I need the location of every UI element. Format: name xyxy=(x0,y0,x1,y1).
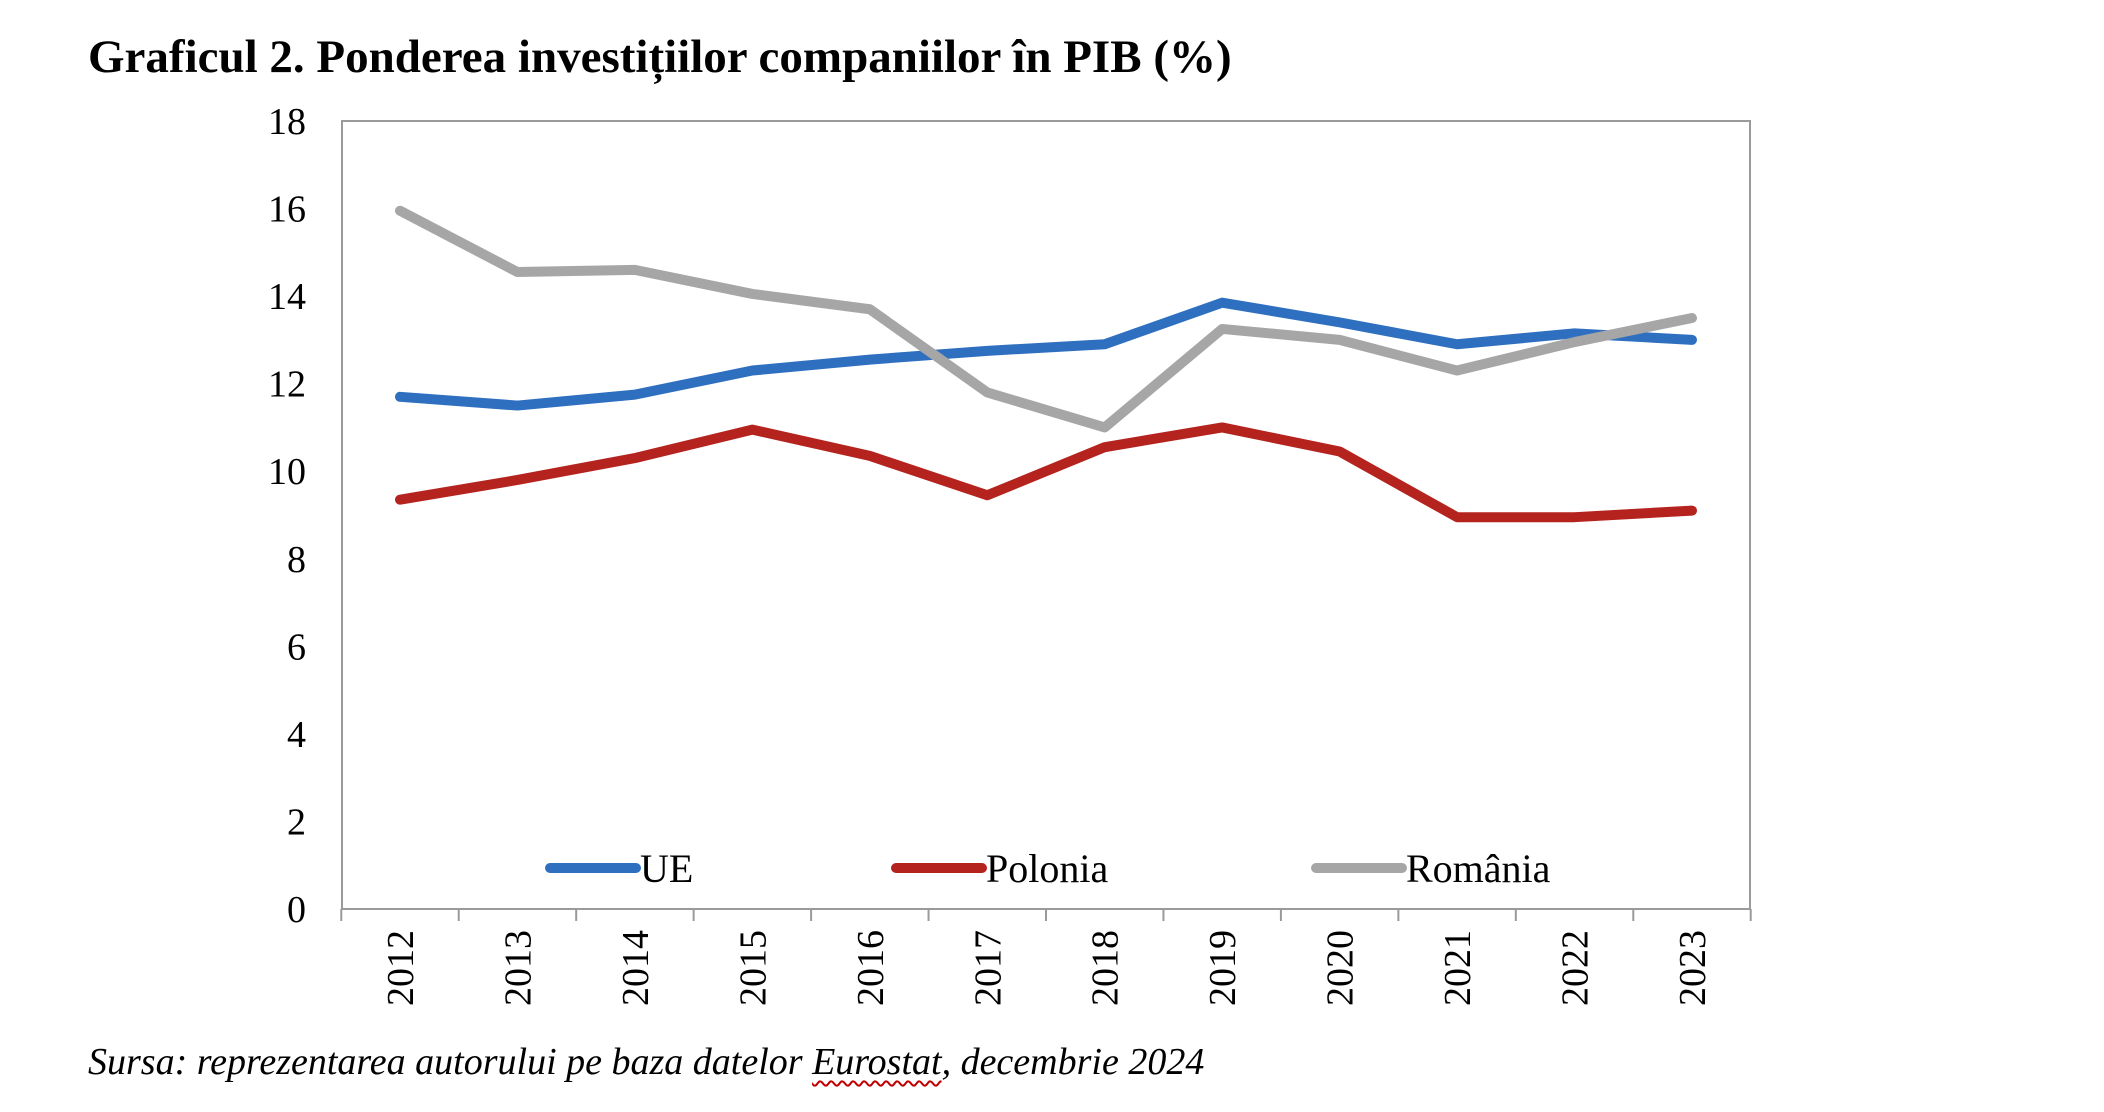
x-tick-label: 2020 xyxy=(1320,930,1362,1006)
y-tick-label: 14 xyxy=(268,276,306,318)
legend-label: Polonia xyxy=(986,846,1108,891)
legend-label: România xyxy=(1406,846,1551,891)
x-tick-label: 2014 xyxy=(615,930,657,1006)
source-note: Sursa: reprezentarea autorului pe baza d… xyxy=(88,1040,1204,1084)
series-line xyxy=(395,422,1697,523)
line-chart: 0 2 4 6 8 10 12 14 16 18 2012 2013 2014 2015 2016 2017… xyxy=(268,101,1752,1006)
x-tick-label: 2022 xyxy=(1555,930,1597,1006)
x-tick-label: 2017 xyxy=(967,930,1009,1006)
x-tick-label: 2012 xyxy=(380,930,422,1006)
y-tick-label: 18 xyxy=(268,101,306,143)
y-tick-label: 4 xyxy=(287,714,306,756)
series-line xyxy=(395,205,1697,433)
y-tick-label: 6 xyxy=(287,626,306,668)
y-tick-label: 2 xyxy=(287,801,306,843)
x-tick-label: 2015 xyxy=(732,930,774,1006)
x-tick-label: 2013 xyxy=(497,930,539,1006)
series-lines xyxy=(395,205,1697,523)
chart-title: Graficul 2. Ponderea investițiilor compa… xyxy=(88,31,1232,83)
y-tick-label: 0 xyxy=(287,889,306,931)
x-tick-label: 2018 xyxy=(1085,930,1127,1006)
x-tick-label: 2021 xyxy=(1437,930,1479,1006)
legend: UE Polonia România xyxy=(545,846,1551,891)
y-tick-label: 12 xyxy=(268,364,306,406)
source-suffix: , decembrie 2024 xyxy=(941,1041,1205,1083)
y-tick-label: 8 xyxy=(287,539,306,581)
x-axis: 2012 2013 2014 2015 2016 2017 2018 2019 2020 2021… xyxy=(340,909,1752,1006)
x-tick-label: 2023 xyxy=(1672,930,1714,1006)
y-tick-label: 16 xyxy=(268,189,306,231)
x-tick-label: 2016 xyxy=(850,930,892,1006)
y-axis: 0 2 4 6 8 10 12 14 16 18 xyxy=(268,101,306,931)
y-tick-label: 10 xyxy=(268,451,306,493)
legend-label: UE xyxy=(640,846,693,891)
source-eurostat: Eurostat xyxy=(812,1041,942,1083)
source-prefix: Sursa: reprezentarea autorului pe baza d… xyxy=(88,1041,813,1083)
x-tick-label: 2019 xyxy=(1202,930,1244,1006)
series-line xyxy=(395,297,1697,411)
